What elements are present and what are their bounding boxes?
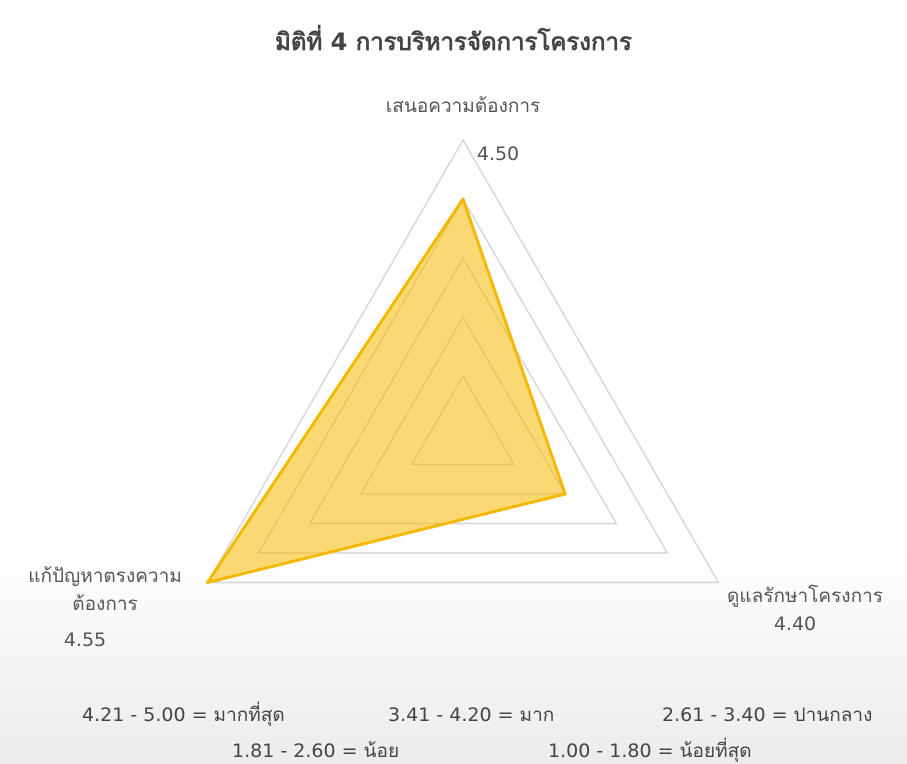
chart-title: มิติที่ 4 การบริหารจัดการโครงการ: [275, 28, 632, 56]
data-area: [206, 197, 567, 584]
category-label: เสนอความต้องการ: [385, 95, 541, 117]
value-label: 4.40: [773, 613, 817, 635]
legend-note: 2.61 - 3.40 = ปานกลาง: [662, 704, 873, 726]
value-label: 4.55: [63, 629, 107, 651]
legend-note: 4.21 - 5.00 = มากที่สุด: [82, 704, 285, 726]
category-label: ดูแลรักษาโครงการ: [727, 585, 883, 607]
legend-note: 1.00 - 1.80 = น้อยที่สุด: [548, 740, 752, 762]
legend-note: 1.81 - 2.60 = น้อย: [232, 740, 400, 762]
category-label: แก้ปัญหาตรงความต้องการ: [28, 565, 182, 615]
grid-ring: [206, 138, 720, 584]
legend-note: 3.41 - 4.20 = มาก: [388, 704, 555, 726]
value-label: 4.50: [476, 143, 520, 165]
